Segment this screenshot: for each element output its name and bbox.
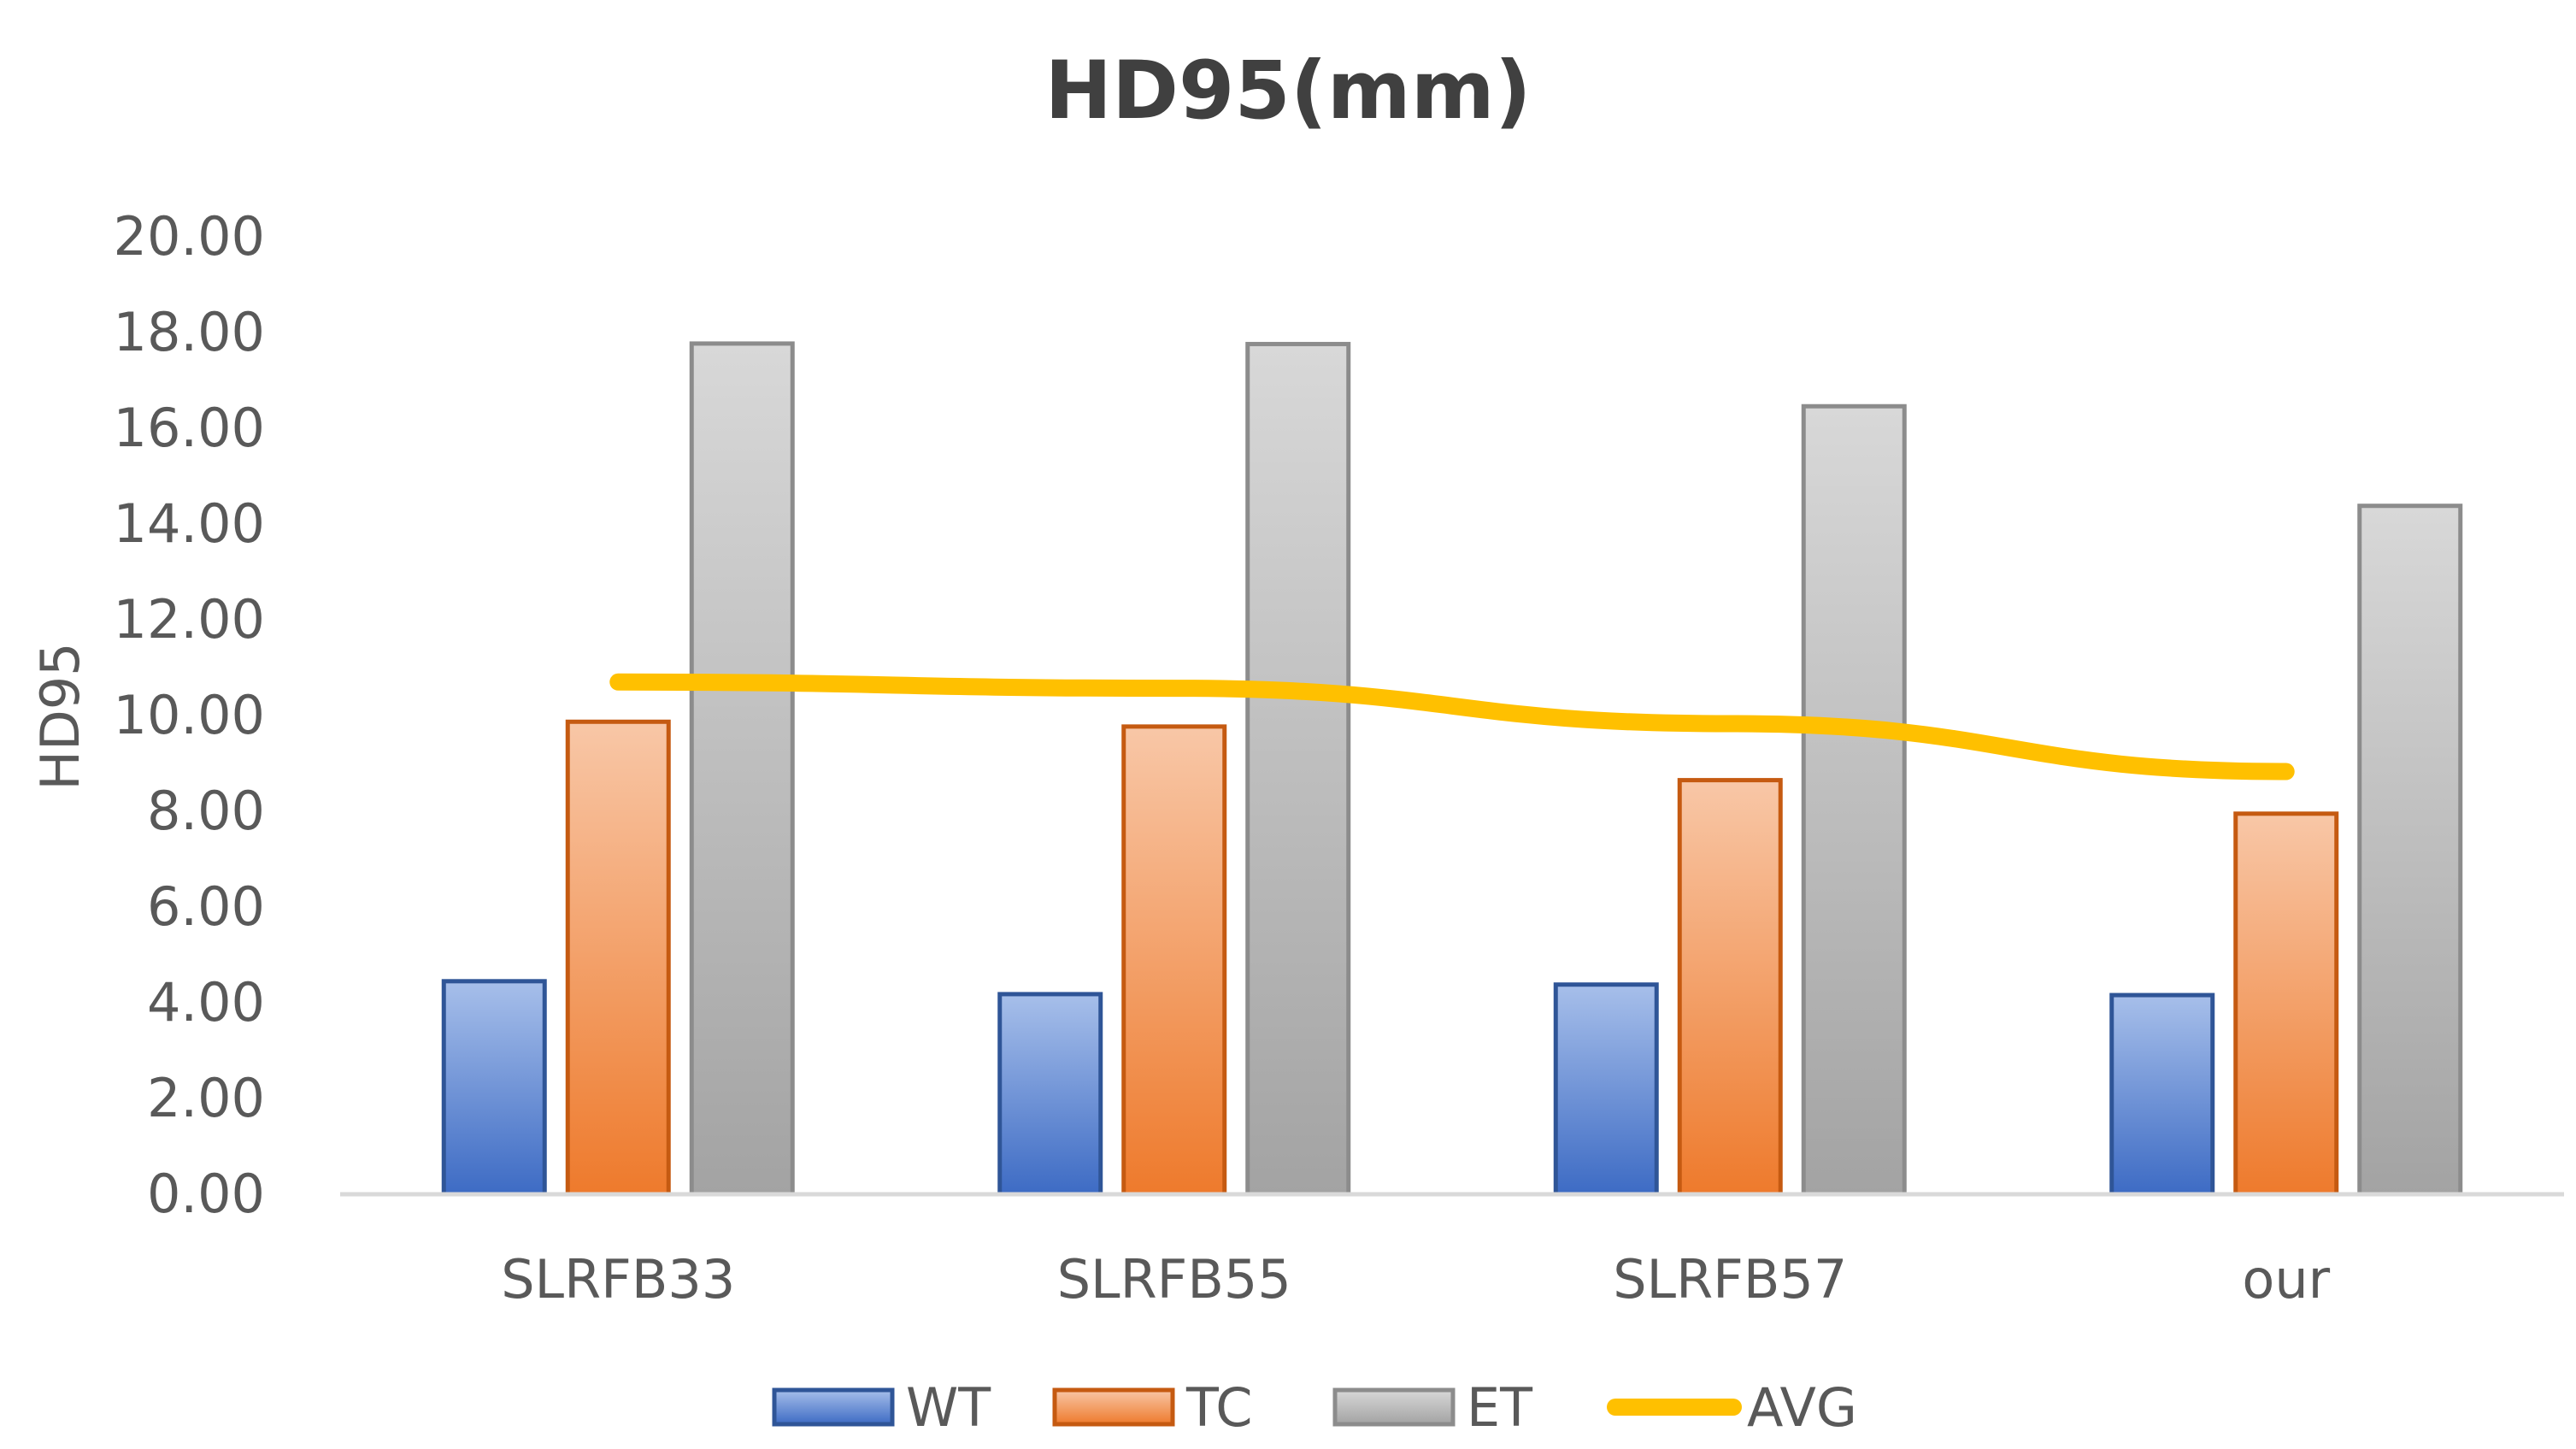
bar-wt-our — [2109, 993, 2215, 1197]
y-tick-label: 16.00 — [114, 397, 266, 459]
legend-swatch-tc — [1052, 1387, 1175, 1427]
bars-group — [441, 341, 2463, 1197]
bar-wt-slrfb57 — [1553, 982, 1659, 1197]
legend-swatch-wt — [772, 1387, 895, 1427]
avg-line-group — [609, 673, 2295, 780]
bar-et-slrfb33 — [689, 341, 795, 1197]
legend-label-et: ET — [1467, 1376, 1533, 1439]
y-axis-label: HD95 — [29, 642, 91, 790]
bar-et-slrfb55 — [1245, 341, 1351, 1197]
y-tick-label: 12.00 — [114, 588, 266, 651]
line-avg — [609, 673, 2295, 780]
y-tick-label: 14.00 — [114, 492, 266, 555]
x-tick-label-slrfb57: SLRFB57 — [1613, 1248, 1847, 1311]
bar-tc-slrfb33 — [565, 719, 671, 1197]
bar-wt-slrfb33 — [441, 979, 547, 1197]
bar-et-slrfb57 — [1801, 403, 1907, 1197]
bar-et-our — [2357, 504, 2463, 1197]
bar-tc-our — [2233, 811, 2339, 1197]
y-tick-label: 4.00 — [147, 971, 265, 1034]
x-tick-label-slrfb33: SLRFB33 — [501, 1248, 735, 1311]
bar-wt-slrfb55 — [997, 992, 1103, 1197]
chart-title: HD95(mm) — [1044, 44, 1531, 138]
x-axis-categories: SLRFB33 SLRFB55 SLRFB57 our — [501, 1248, 2330, 1311]
y-axis-ticks: 0.00 2.00 4.00 6.00 8.00 10.00 12.00 14.00 16.00… — [114, 205, 266, 1225]
y-tick-label: 8.00 — [147, 780, 265, 842]
legend: WT TC ET AVG — [772, 1376, 1857, 1439]
legend-label-wt: WT — [906, 1376, 991, 1439]
bar-tc-slrfb55 — [1121, 724, 1227, 1197]
y-tick-label: 10.00 — [114, 684, 266, 746]
y-tick-label: 0.00 — [147, 1163, 265, 1225]
x-tick-label-slrfb55: SLRFB55 — [1057, 1248, 1291, 1311]
y-tick-label: 2.00 — [147, 1067, 265, 1129]
bar-tc-slrfb57 — [1677, 778, 1783, 1197]
legend-label-tc: TC — [1185, 1376, 1253, 1439]
legend-label-avg: AVG — [1747, 1376, 1857, 1439]
y-tick-label: 20.00 — [114, 205, 266, 268]
legend-swatch-et — [1332, 1387, 1456, 1427]
x-tick-label-our: our — [2242, 1248, 2330, 1311]
y-tick-label: 6.00 — [147, 875, 265, 938]
y-tick-label: 18.00 — [114, 301, 266, 363]
